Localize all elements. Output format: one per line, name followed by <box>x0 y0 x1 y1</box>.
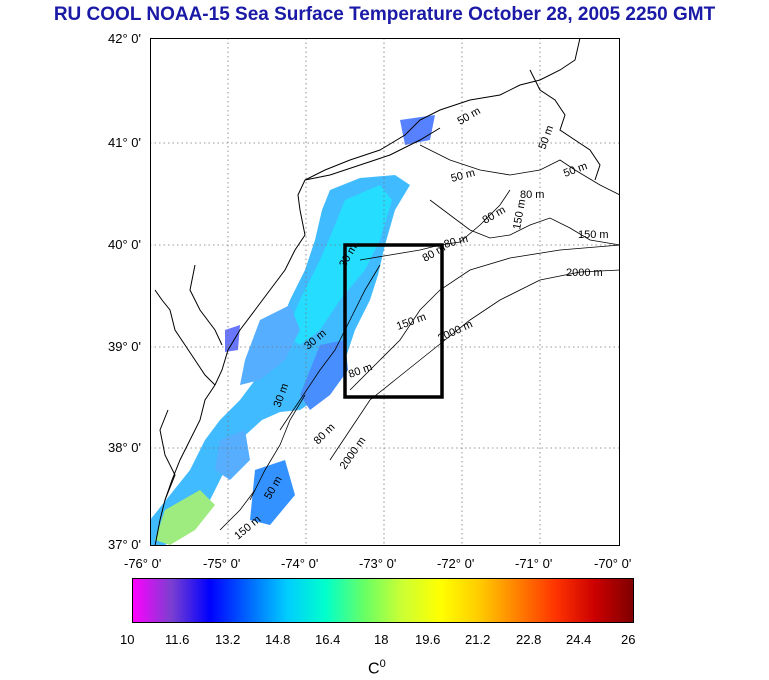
lon-label: -70° 0' <box>594 556 632 571</box>
lon-label: -71° 0' <box>515 556 553 571</box>
lon-label: -72° 0' <box>437 556 475 571</box>
lon-label: -74° 0' <box>281 556 319 571</box>
lon-label: -76° 0' <box>124 556 162 571</box>
lat-label: 38° 0' <box>108 440 141 455</box>
lat-label: 39° 0' <box>108 339 141 354</box>
isobaths <box>219 144 620 531</box>
map-frame <box>150 38 620 546</box>
isobath-label: 80 m <box>520 189 544 201</box>
colorbar-tick: 10 <box>120 632 135 647</box>
colorbar-unit-superscript: 0 <box>379 658 386 670</box>
coastline <box>154 38 601 546</box>
isobath-label: 2000 m <box>566 267 603 279</box>
colorbar-tick: 21.2 <box>465 632 491 647</box>
colorbar-tick: 22.8 <box>516 632 542 647</box>
lat-label: 41° 0' <box>108 135 141 150</box>
lat-label: 42° 0' <box>108 31 141 46</box>
colorbar-tick: 14.8 <box>265 632 291 647</box>
isobath-label: 150 m <box>578 229 609 241</box>
sst-map: 50 m 50 m 50 m 80 m 80 m 80 m 80 m 150 m… <box>150 38 620 546</box>
colorbar-tick: 16.4 <box>315 632 341 647</box>
study-area-box <box>343 243 444 399</box>
colorbar-unit: C0 <box>368 658 386 678</box>
lon-label: -73° 0' <box>359 556 397 571</box>
lat-label: 40° 0' <box>108 237 141 252</box>
map-title: RU COOL NOAA-15 Sea Surface Temperature … <box>53 4 716 25</box>
colorbar-tick: 24.4 <box>566 632 592 647</box>
colorbar-tick: 13.2 <box>215 632 241 647</box>
colorbar-unit-label: C <box>368 660 380 678</box>
colorbar-tick: 19.6 <box>415 632 441 647</box>
lon-label: -75° 0' <box>203 556 241 571</box>
temperature-colorbar <box>132 578 634 623</box>
lat-label: 37° 0' <box>108 537 141 552</box>
isobath-label: 150 m <box>511 198 528 230</box>
colorbar-tick: 11.6 <box>165 632 190 647</box>
colorbar-tick: 26 <box>621 632 636 647</box>
colorbar-tick: 18 <box>374 632 389 647</box>
